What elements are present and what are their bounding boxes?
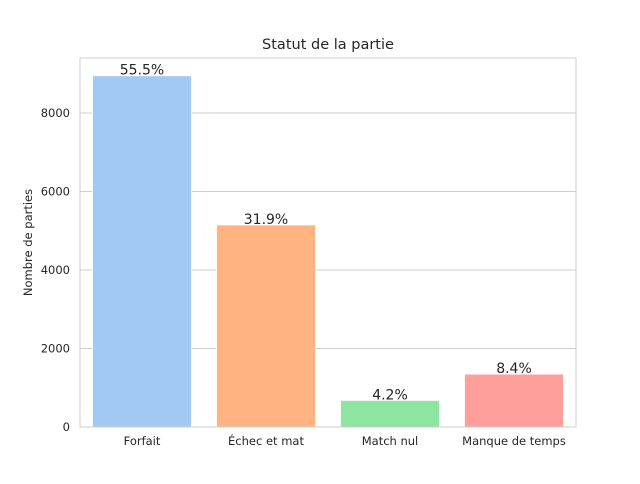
bar [339, 399, 441, 428]
bar [215, 224, 317, 428]
data-label: 4.2% [372, 387, 408, 403]
plot-frame [79, 57, 577, 428]
x-tick-label: Manque de temps [462, 434, 566, 448]
y-tick-label: 4000 [41, 263, 70, 277]
y-tick-label: 2000 [41, 341, 70, 355]
bar [91, 75, 193, 428]
x-tick-label: Forfait [124, 434, 161, 448]
data-label: 31.9% [244, 212, 288, 228]
tick-labels: 0 2000 4000 6000 8000 Forfait Échec et mat Matc… [41, 106, 566, 448]
data-label: 55.5% [120, 63, 164, 79]
y-tick-label: 0 [63, 420, 70, 434]
y-axis-label: Nombre de parties [21, 189, 35, 296]
x-tick-label: Match nul [362, 434, 419, 448]
data-label: 8.4% [496, 361, 532, 377]
bars [91, 75, 565, 428]
data-labels: 55.5% 31.9% 4.2% 8.4% [120, 63, 532, 404]
y-tick-label: 6000 [41, 184, 70, 198]
y-tick-label: 8000 [41, 106, 70, 120]
x-tick-label: Échec et mat [228, 433, 304, 448]
bar [463, 373, 565, 428]
chart-title: Statut de la partie [262, 37, 394, 53]
